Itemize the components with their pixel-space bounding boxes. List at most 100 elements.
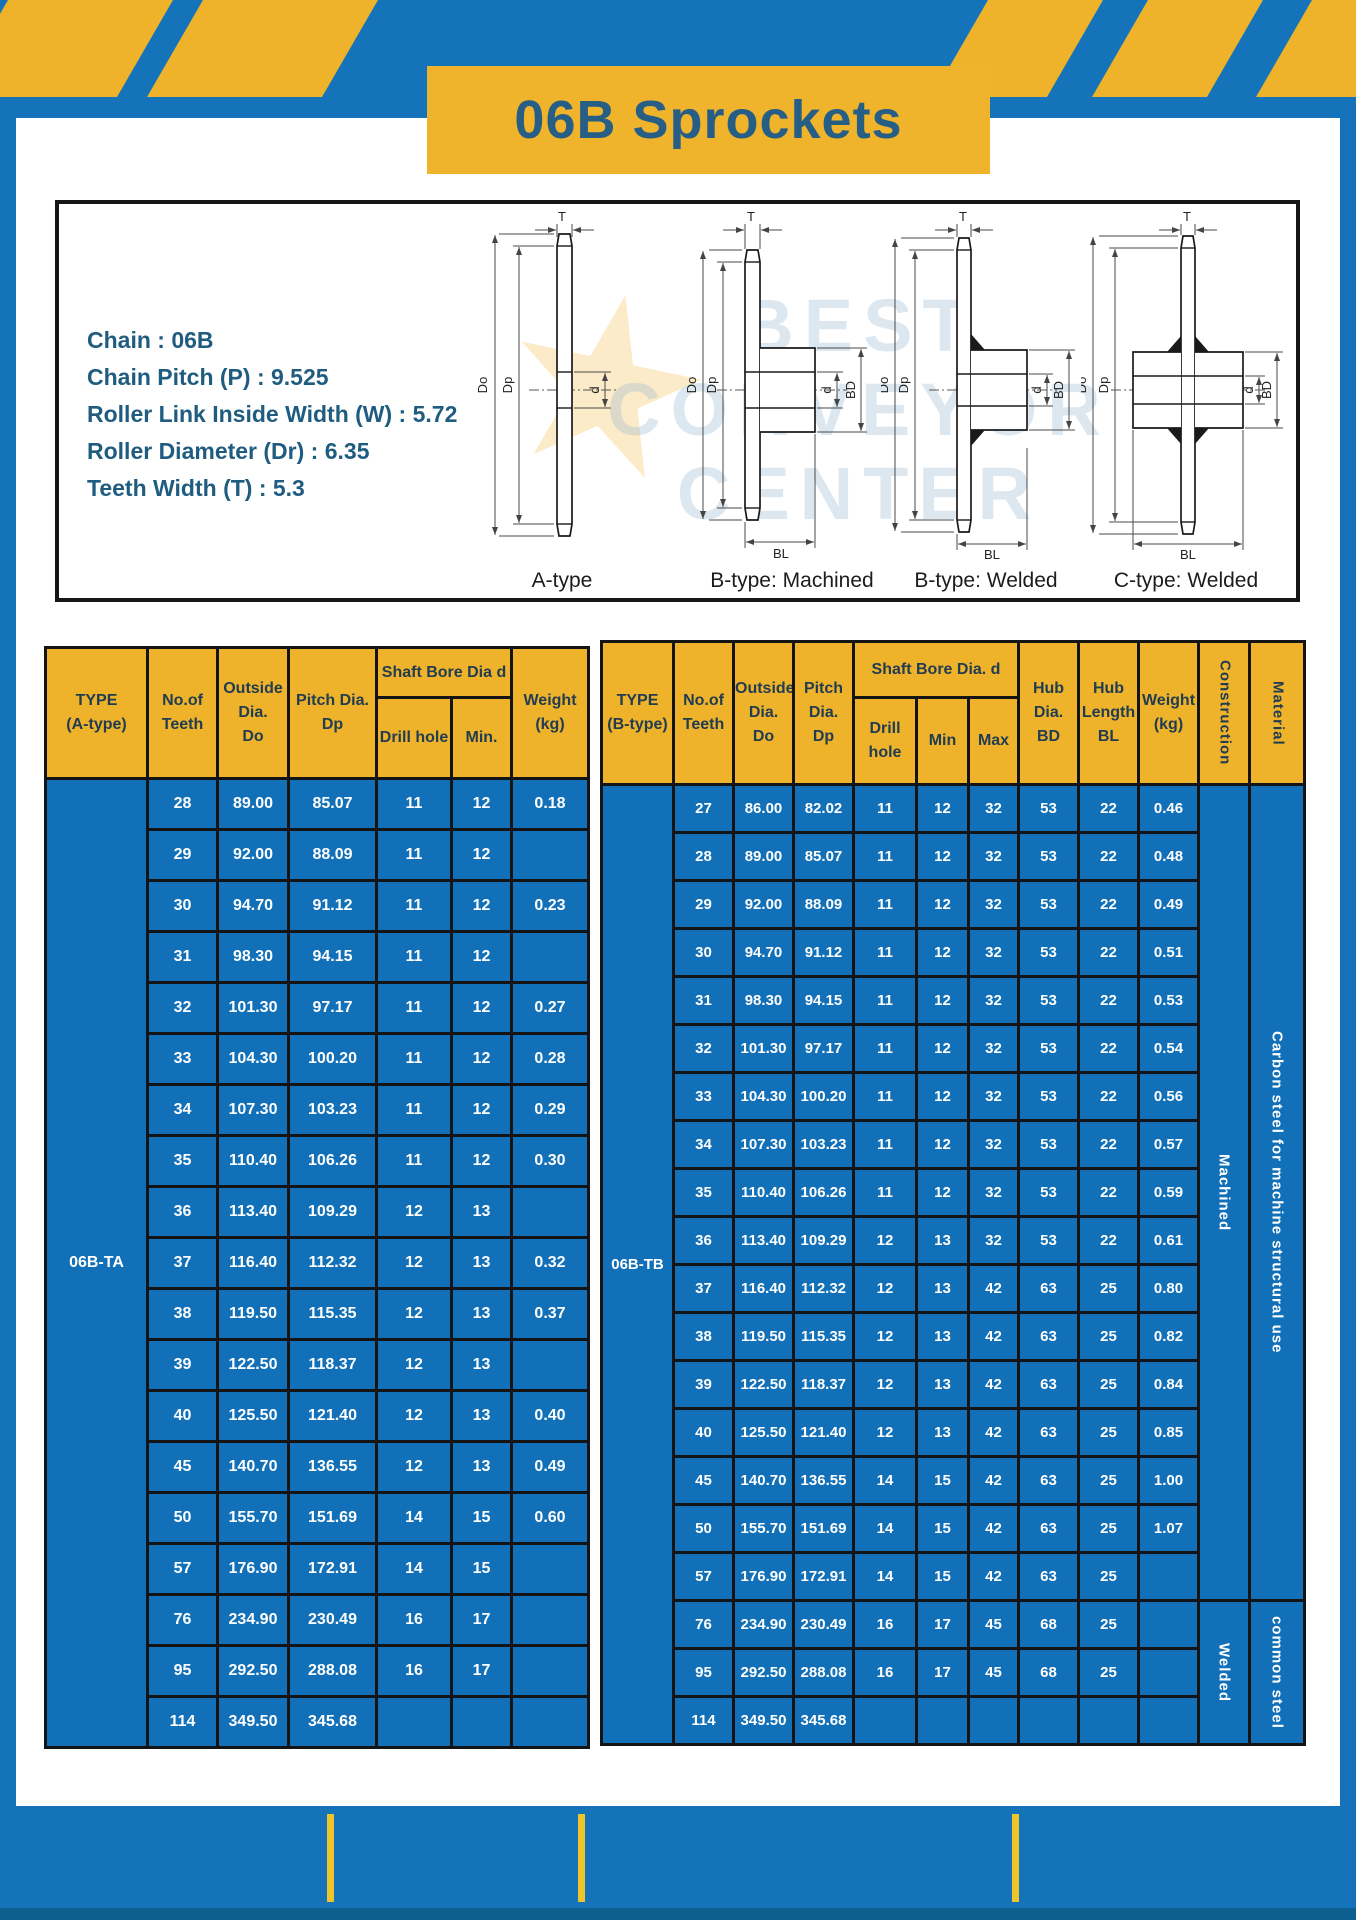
table-cell: 22 [1077, 1215, 1140, 1266]
table-cell: 30 [672, 927, 735, 978]
table-cell: 29 [146, 828, 219, 882]
table-cell: 39 [146, 1338, 219, 1392]
a-type-drawing: T Do Dp d [457, 209, 667, 593]
spec-line: Chain : 06B [87, 327, 214, 353]
table-cell: 14 [375, 1491, 453, 1545]
table-cell: 32 [967, 975, 1020, 1026]
table-cell: 38 [672, 1311, 735, 1362]
table-cell: 32 [672, 1023, 735, 1074]
dim-label-do: Do [1081, 377, 1089, 394]
table-row: 37 116.40 112.32 12 13 0.32 [46, 1236, 590, 1290]
table-cell: 107.30 [732, 1119, 795, 1170]
table-cell: 35 [146, 1134, 219, 1188]
table-cell [510, 930, 590, 984]
table-cell: 118.37 [792, 1359, 855, 1410]
table-cell: 94.70 [732, 927, 795, 978]
table-cell: 349.50 [216, 1695, 290, 1749]
footer-separator [327, 1814, 334, 1902]
table-cell: 0.49 [510, 1440, 590, 1494]
table-cell: 12 [915, 927, 970, 978]
header-type: TYPE (B-type) [600, 640, 675, 786]
table-cell: 12 [852, 1407, 918, 1458]
drawing-caption: C-type: Welded [1113, 569, 1259, 592]
table-cell: 15 [450, 1491, 513, 1545]
table-cell: 12 [375, 1287, 453, 1341]
table-cell: 140.70 [216, 1440, 290, 1494]
table-cell [510, 1644, 590, 1698]
table-cell: 32 [967, 831, 1020, 882]
table-cell: 12 [852, 1359, 918, 1410]
table-cell: 107.30 [216, 1083, 290, 1137]
construction-cell: Machined [1197, 783, 1251, 1602]
table-cell: 25 [1077, 1407, 1140, 1458]
table-row: 45 140.70 136.55 14 15 42 63 25 1.00 [602, 1455, 1305, 1506]
table-cell: 25 [1077, 1551, 1140, 1602]
table-cell: 118.37 [287, 1338, 378, 1392]
table-cell: 12 [852, 1215, 918, 1266]
table-cell: 63 [1017, 1407, 1080, 1458]
table-cell: 234.90 [732, 1599, 795, 1650]
drawing-caption: B-type: Welded [914, 569, 1058, 592]
table-cell: 91.12 [287, 879, 378, 933]
table-cell: 11 [375, 1134, 453, 1188]
table-cell: 12 [375, 1185, 453, 1239]
sprocket-profile [956, 237, 1028, 533]
table-row: 114 349.50 345.68 [602, 1695, 1305, 1746]
table-cell: 22 [1077, 1119, 1140, 1170]
table-cell: 14 [852, 1455, 918, 1506]
table-cell: 0.46 [1137, 783, 1200, 834]
table-row: 40 125.50 121.40 12 13 0.40 [46, 1389, 590, 1443]
table-cell: 0.84 [1137, 1359, 1200, 1410]
table-row: 34 107.30 103.23 11 12 0.29 [46, 1083, 590, 1137]
table-cell: 113.40 [732, 1215, 795, 1266]
table-cell: 12 [915, 1167, 970, 1218]
table-cell: 17 [915, 1599, 970, 1650]
table-cell: 92.00 [732, 879, 795, 930]
table-cell: 95 [146, 1644, 219, 1698]
table-cell: 151.69 [792, 1503, 855, 1554]
table-cell: 13 [450, 1338, 513, 1392]
table-row: 50 155.70 151.69 14 15 0.60 [46, 1491, 590, 1545]
table-cell: 16 [852, 1599, 918, 1650]
table-cell [1137, 1647, 1200, 1698]
table-cell: 45 [146, 1440, 219, 1494]
table-cell: 0.82 [1137, 1311, 1200, 1362]
table-cell [510, 1695, 590, 1749]
table-cell: 11 [852, 1167, 918, 1218]
table-cell: 0.37 [510, 1287, 590, 1341]
table-row: 45 140.70 136.55 12 13 0.49 [46, 1440, 590, 1494]
table-cell: 13 [450, 1440, 513, 1494]
table-row: 40 125.50 121.40 12 13 42 63 25 0.85 [602, 1407, 1305, 1458]
table-cell [510, 828, 590, 882]
header-shaft-bore: Shaft Bore Dia. d [852, 640, 1020, 699]
b-type-table-body: 06B-TB 27 86.00 82.02 11 12 32 53 22 0.46 Machined… [600, 783, 1306, 1746]
header-min: Min. [450, 696, 513, 780]
table-cell: 42 [967, 1455, 1020, 1506]
table-cell: 13 [915, 1407, 970, 1458]
table-cell: 37 [672, 1263, 735, 1314]
table-cell: 234.90 [216, 1593, 290, 1647]
table-row: 38 119.50 115.35 12 13 42 63 25 0.82 [602, 1311, 1305, 1362]
dim-label-do: Do [475, 377, 490, 394]
table-row: 36 113.40 109.29 12 13 32 53 22 0.61 [602, 1215, 1305, 1266]
table-cell: 33 [146, 1032, 219, 1086]
table-cell: 0.28 [510, 1032, 590, 1086]
table-cell: 63 [1017, 1503, 1080, 1554]
table-cell: 0.60 [510, 1491, 590, 1545]
table-cell: 53 [1017, 1119, 1080, 1170]
table-cell: 57 [146, 1542, 219, 1596]
table-cell: 0.59 [1137, 1167, 1200, 1218]
table-cell: 114 [672, 1695, 735, 1746]
table-cell: 14 [852, 1551, 918, 1602]
table-cell: 113.40 [216, 1185, 290, 1239]
table-cell: 95 [672, 1647, 735, 1698]
table-cell: 22 [1077, 783, 1140, 834]
table-cell [1137, 1551, 1200, 1602]
table-cell: 36 [146, 1185, 219, 1239]
table-row: 31 98.30 94.15 11 12 32 53 22 0.53 [602, 975, 1305, 1026]
table-cell: 32 [967, 879, 1020, 930]
spec-box: ★ BEST CONVEYOR CENTER Chain : 06B Chain… [55, 200, 1300, 602]
decorative-stripe [0, 0, 173, 97]
table-cell: 45 [967, 1647, 1020, 1698]
table-row: 32 101.30 97.17 11 12 32 53 22 0.54 [602, 1023, 1305, 1074]
